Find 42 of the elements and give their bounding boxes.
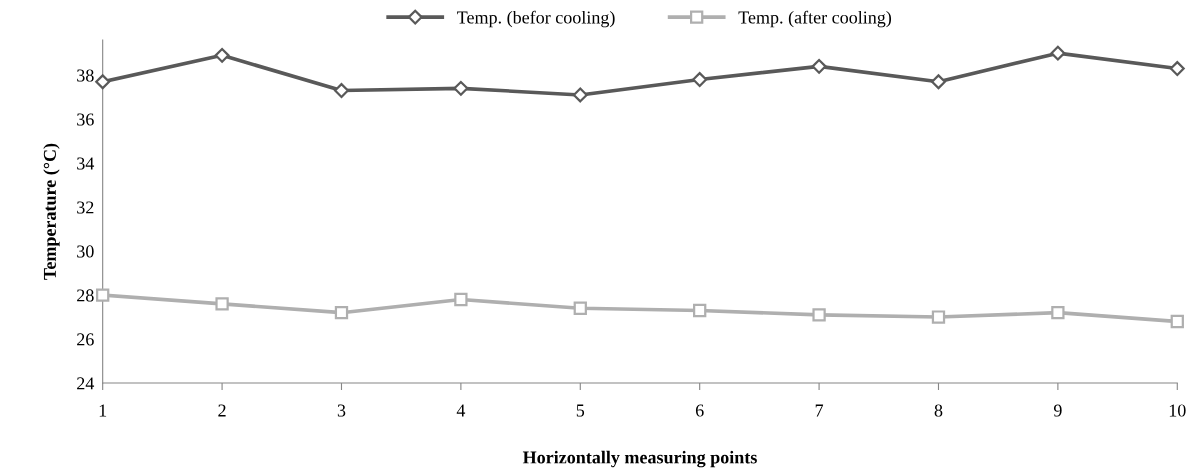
point [692, 72, 708, 88]
point [811, 58, 827, 74]
point [334, 306, 349, 320]
x-axis-title: Horizontally measuring points [522, 450, 757, 468]
x-tick-label: 2 [218, 404, 226, 417]
y-tick-label: 26 [77, 333, 94, 346]
x-tick-label: 8 [934, 404, 943, 417]
x-tick-label: 7 [815, 404, 824, 417]
point [214, 47, 230, 63]
y-tick-label: 34 [77, 157, 95, 170]
legend-label: Temp. (after cooling) [738, 10, 892, 28]
point [1170, 314, 1184, 329]
point [930, 74, 946, 90]
x-tick-label: 9 [1053, 404, 1062, 417]
point [333, 83, 349, 99]
y-tick-label: 30 [77, 245, 94, 258]
x-tick-label: 5 [576, 404, 585, 417]
point [453, 80, 469, 96]
point [1050, 45, 1066, 61]
point [1051, 306, 1065, 320]
x-tick-label: 6 [695, 404, 704, 417]
y-tick-label: 38 [77, 69, 94, 82]
point [215, 297, 229, 311]
point [454, 292, 468, 307]
point [96, 288, 110, 302]
point [572, 87, 588, 103]
point [931, 310, 946, 324]
y-tick-label: 24 [77, 377, 95, 390]
y-axis-title: Temperature (°C) [43, 143, 60, 280]
point [573, 301, 587, 315]
point [693, 303, 707, 318]
legend-label: Temp. (befor cooling) [457, 10, 615, 28]
x-tick-label: 3 [337, 404, 346, 417]
point [1169, 61, 1185, 77]
y-tick-label: 32 [77, 201, 94, 214]
x-tick-label: 4 [456, 404, 466, 417]
y-tick-label: 36 [77, 113, 94, 126]
y-tick-label: 28 [77, 289, 94, 302]
x-tick-label: 10 [1169, 404, 1186, 417]
x-tick-label: 1 [99, 404, 107, 417]
point [95, 74, 111, 90]
point [812, 308, 826, 322]
